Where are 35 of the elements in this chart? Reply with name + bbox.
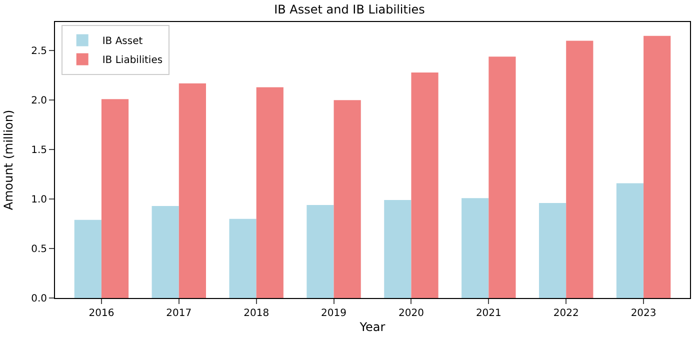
x-tick-label: 2019 [321, 308, 347, 319]
legend-label: IB Asset [102, 36, 143, 48]
bar [488, 56, 516, 298]
bar [566, 40, 594, 298]
x-axis-title: Year [358, 320, 386, 334]
x-tick-label: 2023 [630, 308, 656, 319]
bar [384, 200, 412, 298]
bar [334, 100, 361, 298]
legend-label: IB Liabilities [102, 55, 163, 66]
bar [462, 198, 489, 298]
bar [616, 183, 644, 298]
x-tick-label: 2022 [553, 308, 579, 319]
bar [644, 36, 671, 298]
bar [306, 205, 334, 298]
y-tick-label: 1.0 [31, 194, 47, 206]
y-tick-label: 1.5 [31, 145, 47, 156]
x-tick-label: 2021 [476, 308, 502, 319]
x-tick-label: 2018 [244, 308, 270, 319]
y-axis-title: Amount (million) [1, 110, 16, 210]
x-tick-label: 2017 [166, 308, 192, 319]
bar [538, 203, 566, 298]
bar [152, 206, 179, 298]
bar [411, 72, 438, 298]
bar [74, 220, 102, 298]
x-tick-label: 2020 [398, 308, 424, 319]
y-tick-label: 0.0 [31, 294, 47, 304]
bar [229, 218, 256, 298]
y-tick-label: 2.5 [31, 46, 47, 58]
bar [101, 99, 129, 298]
y-tick-label: 0.5 [31, 244, 47, 256]
chart-title: IB Asset and IB Liabilities [274, 2, 425, 16]
y-tick-label: 2.0 [31, 96, 47, 107]
x-tick-label: 2016 [88, 308, 114, 319]
bar [256, 87, 284, 298]
bar [178, 83, 206, 298]
